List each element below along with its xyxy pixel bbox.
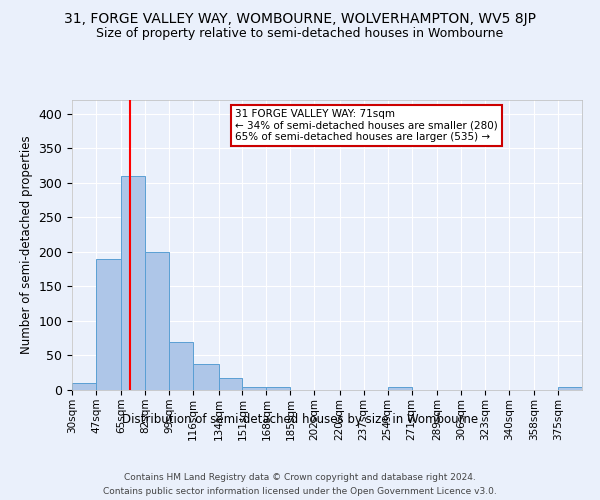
Text: Distribution of semi-detached houses by size in Wombourne: Distribution of semi-detached houses by … (122, 412, 478, 426)
Bar (193, 364, 218, 390)
Bar (96, 259, 121, 390)
Bar (218, 378, 242, 390)
Text: 31, FORGE VALLEY WAY, WOMBOURNE, WOLVERHAMPTON, WV5 8JP: 31, FORGE VALLEY WAY, WOMBOURNE, WOLVERH… (64, 12, 536, 26)
Bar (242, 386, 266, 390)
Bar (121, 176, 145, 390)
Text: Contains HM Land Registry data © Crown copyright and database right 2024.: Contains HM Land Registry data © Crown c… (124, 472, 476, 482)
Text: 31 FORGE VALLEY WAY: 71sqm
← 34% of semi-detached houses are smaller (280)
65% o: 31 FORGE VALLEY WAY: 71sqm ← 34% of semi… (235, 108, 498, 142)
Bar (72, 383, 96, 390)
Text: Size of property relative to semi-detached houses in Wombourne: Size of property relative to semi-detach… (97, 28, 503, 40)
Bar (266, 386, 290, 390)
Bar (169, 342, 193, 390)
Bar (388, 386, 412, 390)
Text: Contains public sector information licensed under the Open Government Licence v3: Contains public sector information licen… (103, 488, 497, 496)
Bar (558, 386, 582, 390)
Bar (145, 252, 169, 390)
Y-axis label: Number of semi-detached properties: Number of semi-detached properties (20, 136, 33, 354)
